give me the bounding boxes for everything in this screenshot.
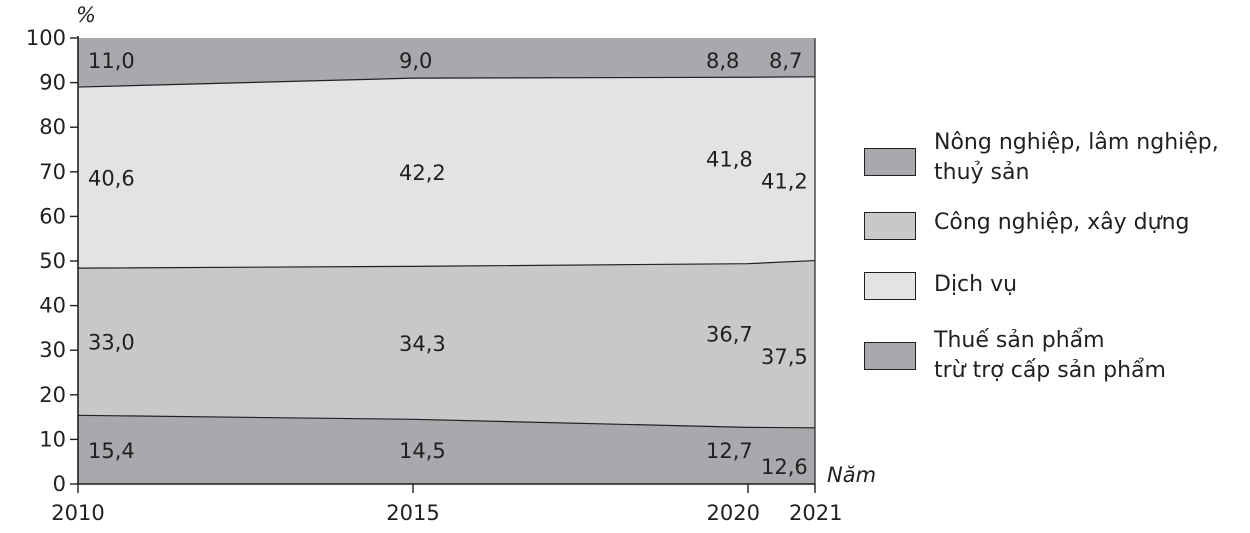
legend-label-taxes-line1: Thuế sản phẩm bbox=[934, 328, 1105, 353]
legend-label-agriculture-line2: thuỷ sản bbox=[934, 160, 1030, 185]
data-label-industry-2021: 37,5 bbox=[761, 345, 808, 369]
legend-swatch-agriculture bbox=[864, 148, 916, 176]
boundary-line-services bbox=[77, 76, 816, 88]
data-label-taxes-2021: 8,7 bbox=[769, 49, 802, 73]
legend-label-agriculture-line1: Nông nghiệp, lâm nghiệp, bbox=[934, 130, 1219, 155]
y-axis-unit: % bbox=[76, 3, 96, 27]
y-tick-label-80: 80 bbox=[39, 115, 66, 139]
legend-item-industry: Công nghiệp, xây dựng bbox=[864, 208, 1244, 240]
area-agriculture bbox=[78, 415, 815, 484]
data-label-agriculture-2010: 15,4 bbox=[88, 439, 135, 463]
x-tick-label-2020: 2020 bbox=[707, 501, 760, 525]
legend-item-services: Dịch vụ bbox=[864, 270, 1244, 300]
y-tick-label-50: 50 bbox=[39, 249, 66, 273]
data-label-agriculture-2021: 12,6 bbox=[761, 455, 808, 479]
y-tick-label-60: 60 bbox=[39, 204, 66, 228]
area-services bbox=[78, 76, 815, 269]
data-label-industry-2015: 34,3 bbox=[399, 332, 446, 356]
x-tick-label-2015: 2015 bbox=[386, 501, 439, 525]
data-label-taxes-2020: 8,8 bbox=[706, 49, 739, 73]
data-label-taxes-2010: 11,0 bbox=[88, 49, 135, 73]
x-axis-unit: Năm bbox=[827, 463, 876, 487]
legend-swatch-services bbox=[864, 272, 916, 300]
boundary-line-industry bbox=[77, 259, 816, 269]
legend-item-taxes: Thuế sản phẩm trừ trợ cấp sản phẩm bbox=[864, 326, 1244, 386]
data-label-services-2021: 41,2 bbox=[761, 170, 808, 194]
data-label-services-2020: 41,8 bbox=[706, 147, 753, 171]
legend-label-taxes: Thuế sản phẩm trừ trợ cấp sản phẩm bbox=[934, 326, 1166, 386]
data-label-industry-2010: 33,0 bbox=[88, 331, 135, 355]
legend-swatch-industry bbox=[864, 212, 916, 240]
y-tick-label-0: 0 bbox=[53, 472, 66, 496]
data-label-industry-2020: 36,7 bbox=[706, 323, 753, 347]
x-tick-label-2010: 2010 bbox=[51, 501, 104, 525]
data-label-agriculture-2015: 14,5 bbox=[399, 439, 446, 463]
y-tick-label-30: 30 bbox=[39, 338, 66, 362]
y-tick-label-100: 100 bbox=[26, 26, 66, 50]
legend-swatch-taxes bbox=[864, 342, 916, 370]
data-label-agriculture-2020: 12,7 bbox=[706, 439, 753, 463]
x-tick-label-2021: 2021 bbox=[789, 501, 842, 525]
data-label-services-2015: 42,2 bbox=[399, 161, 446, 185]
y-tick-label-40: 40 bbox=[39, 294, 66, 318]
boundary-line-agriculture bbox=[77, 414, 816, 429]
area-taxes bbox=[78, 38, 815, 88]
legend-label-services: Dịch vụ bbox=[934, 272, 1018, 297]
legend: Nông nghiệp, lâm nghiệp, thuỷ sản Công n… bbox=[864, 128, 1244, 406]
legend-label-taxes-line2: trừ trợ cấp sản phẩm bbox=[934, 358, 1166, 383]
data-label-services-2010: 40,6 bbox=[88, 167, 135, 191]
legend-item-agriculture: Nông nghiệp, lâm nghiệp, thuỷ sản bbox=[864, 128, 1244, 188]
legend-label-agriculture: Nông nghiệp, lâm nghiệp, thuỷ sản bbox=[934, 128, 1219, 188]
data-label-taxes-2015: 9,0 bbox=[399, 49, 432, 73]
y-tick-label-90: 90 bbox=[39, 71, 66, 95]
y-tick-label-70: 70 bbox=[39, 160, 66, 184]
area-industry bbox=[78, 260, 815, 428]
y-tick-label-20: 20 bbox=[39, 383, 66, 407]
y-tick-label-10: 10 bbox=[39, 427, 66, 451]
legend-label-industry: Công nghiệp, xây dựng bbox=[934, 210, 1190, 235]
